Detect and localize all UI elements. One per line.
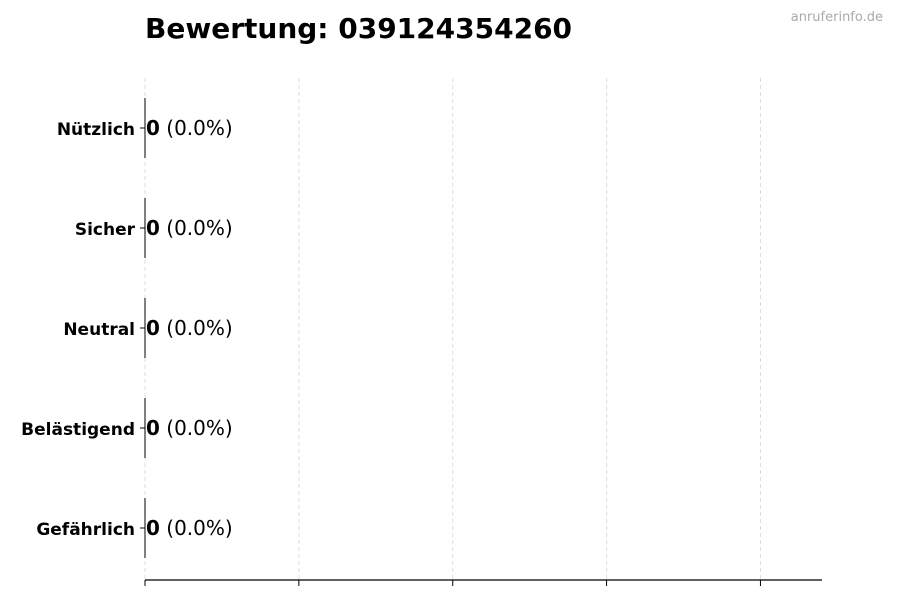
data-label-count: 0	[146, 516, 160, 540]
data-label-count: 0	[146, 416, 160, 440]
category-label: Gefährlich	[36, 520, 135, 540]
data-label: 0 (0.0%)	[146, 116, 233, 140]
category-label: Nützlich	[57, 120, 135, 140]
data-label: 0 (0.0%)	[146, 516, 233, 540]
data-label-percent: (0.0%)	[160, 416, 233, 440]
data-label-count: 0	[146, 316, 160, 340]
data-label-percent: (0.0%)	[160, 516, 233, 540]
category-label: Belästigend	[21, 420, 135, 440]
data-label: 0 (0.0%)	[146, 416, 233, 440]
data-label-percent: (0.0%)	[160, 116, 233, 140]
category-label: Sicher	[75, 220, 136, 240]
category-label: Neutral	[63, 320, 135, 340]
chart-title: Bewertung: 039124354260	[145, 12, 573, 45]
data-label: 0 (0.0%)	[146, 316, 233, 340]
data-label-count: 0	[146, 116, 160, 140]
data-label-percent: (0.0%)	[160, 316, 233, 340]
data-label-percent: (0.0%)	[160, 216, 233, 240]
watermark: anruferinfo.de	[790, 10, 883, 25]
data-label: 0 (0.0%)	[146, 216, 233, 240]
data-label-count: 0	[146, 216, 160, 240]
